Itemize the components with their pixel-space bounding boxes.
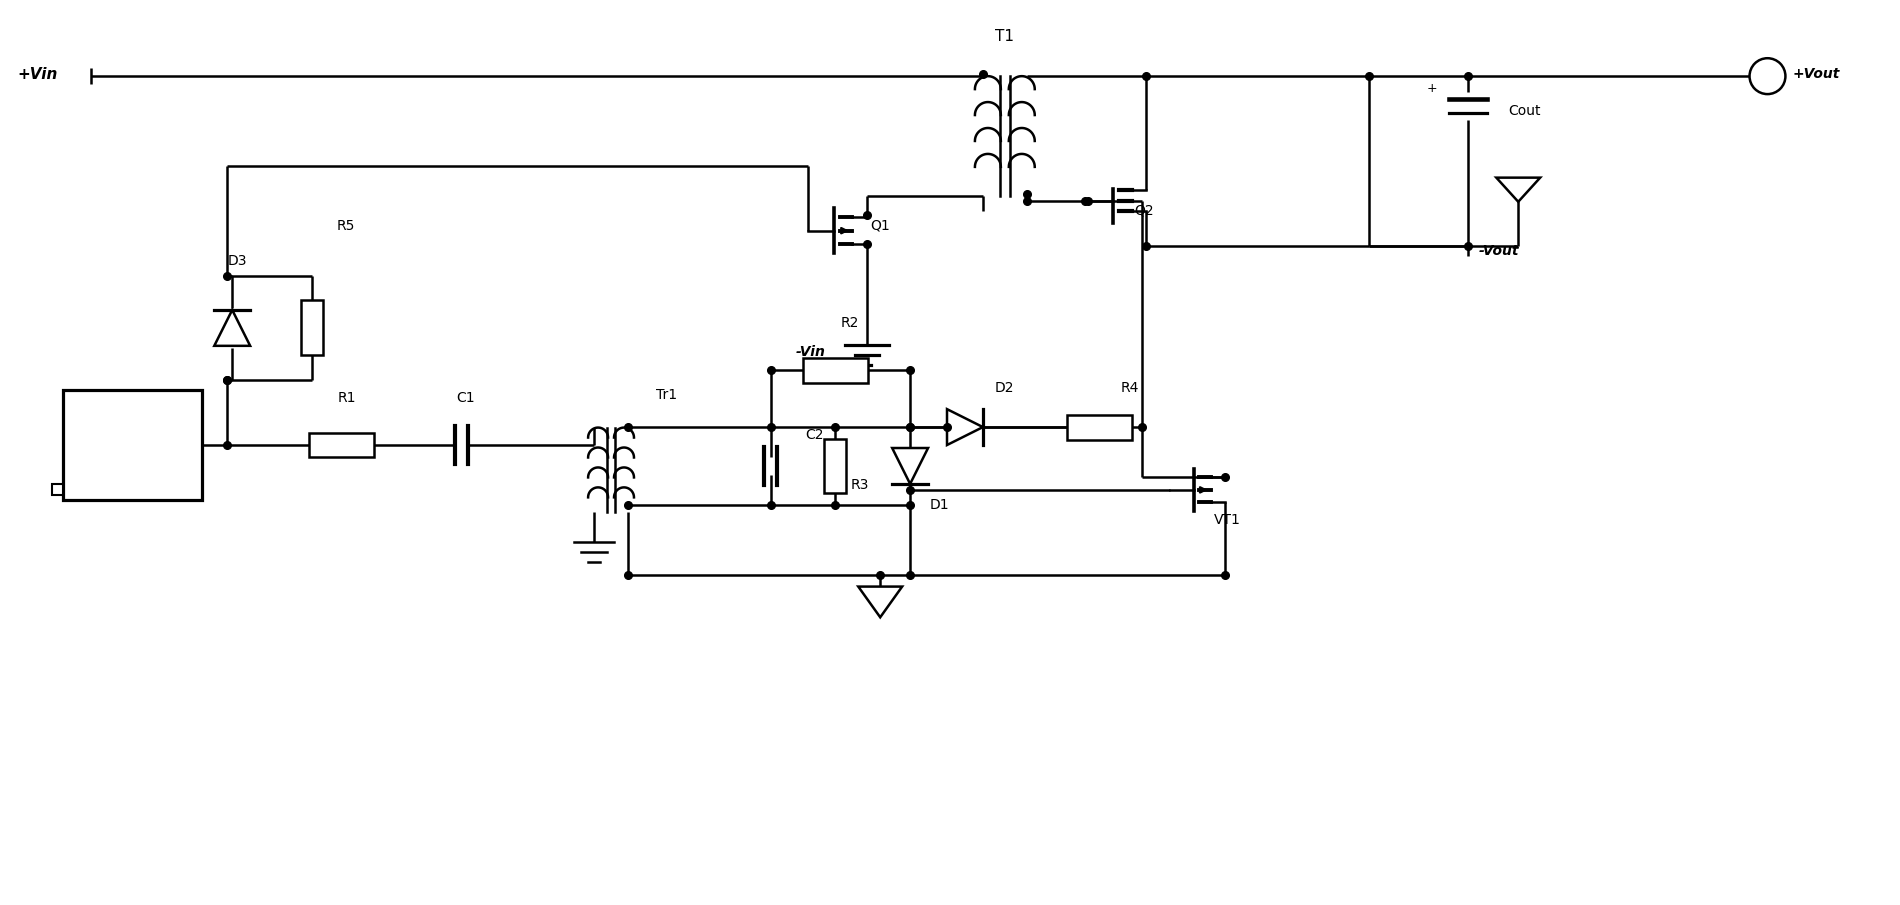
- Text: Q1: Q1: [870, 219, 889, 233]
- Text: D3: D3: [228, 253, 247, 268]
- Text: R2: R2: [842, 317, 859, 330]
- Text: Q2: Q2: [1134, 204, 1153, 218]
- Text: +: +: [1427, 82, 1438, 95]
- Text: D2: D2: [996, 381, 1015, 395]
- Polygon shape: [893, 448, 927, 484]
- Bar: [300, 300, 323, 356]
- Bar: [51, 484, 63, 495]
- Text: R3: R3: [851, 478, 868, 492]
- Text: VT1: VT1: [1214, 513, 1241, 527]
- Text: T1: T1: [996, 29, 1015, 44]
- Bar: [310, 433, 374, 458]
- Text: -Vin: -Vin: [796, 346, 825, 359]
- Polygon shape: [215, 310, 251, 346]
- Text: +Vin: +Vin: [17, 67, 59, 81]
- Bar: [63, 390, 201, 500]
- Text: R4: R4: [1121, 381, 1138, 395]
- Text: C1: C1: [456, 391, 475, 405]
- Circle shape: [1750, 58, 1786, 94]
- Text: C2: C2: [806, 428, 825, 442]
- Text: D1: D1: [931, 498, 950, 512]
- Text: PWM: PWM: [99, 428, 165, 452]
- Polygon shape: [1497, 177, 1541, 202]
- Text: +Vout: +Vout: [1792, 67, 1839, 81]
- Text: R5: R5: [336, 219, 355, 233]
- Bar: [825, 439, 846, 493]
- Text: Cout: Cout: [1509, 104, 1541, 118]
- Polygon shape: [859, 586, 902, 617]
- Bar: [1068, 414, 1132, 440]
- Polygon shape: [946, 409, 982, 445]
- Text: Tr1: Tr1: [656, 388, 676, 402]
- Bar: [804, 357, 868, 383]
- Text: R1: R1: [338, 391, 355, 405]
- Text: -Vout: -Vout: [1478, 243, 1518, 258]
